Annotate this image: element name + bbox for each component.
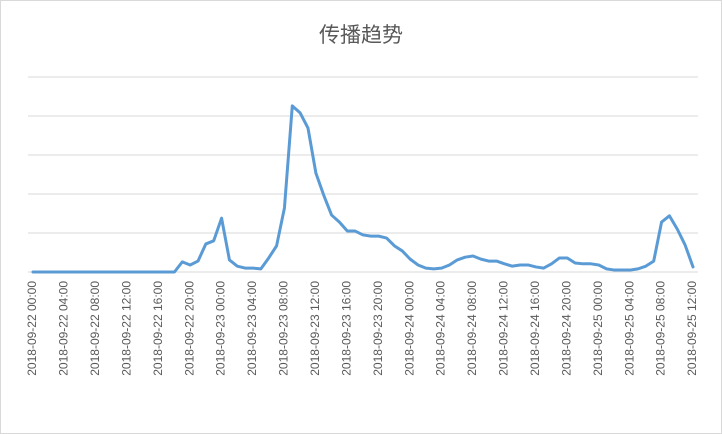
x-tick-label: 2018-09-22 00:00 [25, 281, 39, 376]
x-tick-label: 2018-09-22 16:00 [151, 281, 165, 376]
x-tick-label: 2018-09-22 20:00 [182, 281, 196, 376]
x-tick-label: 2018-09-25 04:00 [622, 281, 636, 376]
x-tick-label: 2018-09-24 00:00 [402, 281, 416, 376]
x-tick-label: 2018-09-25 00:00 [591, 281, 605, 376]
x-tick-label: 2018-09-24 12:00 [497, 281, 511, 376]
x-tick-label: 2018-09-24 08:00 [465, 281, 479, 376]
x-tick-label: 2018-09-23 20:00 [371, 281, 385, 376]
x-tick-label: 2018-09-22 12:00 [119, 281, 133, 376]
series-line [31, 104, 695, 274]
x-tick-label: 2018-09-23 16:00 [339, 281, 353, 376]
x-tick-label: 2018-09-23 04:00 [245, 281, 259, 376]
x-tick-label: 2018-09-23 08:00 [277, 281, 291, 376]
x-tick-label: 2018-09-22 04:00 [57, 281, 71, 376]
x-tick-label: 2018-09-24 04:00 [434, 281, 448, 376]
x-tick-label: 2018-09-23 00:00 [214, 281, 228, 376]
x-tick-label: 2018-09-23 12:00 [308, 281, 322, 376]
chart-title: 传播趋势 [319, 24, 403, 47]
x-tick-label: 2018-09-25 12:00 [685, 281, 699, 376]
x-tick-label: 2018-09-25 08:00 [654, 281, 668, 376]
x-tick-label: 2018-09-22 08:00 [88, 281, 102, 376]
x-tick-label: 2018-09-24 20:00 [559, 281, 573, 376]
x-tick-label: 2018-09-24 16:00 [528, 281, 542, 376]
